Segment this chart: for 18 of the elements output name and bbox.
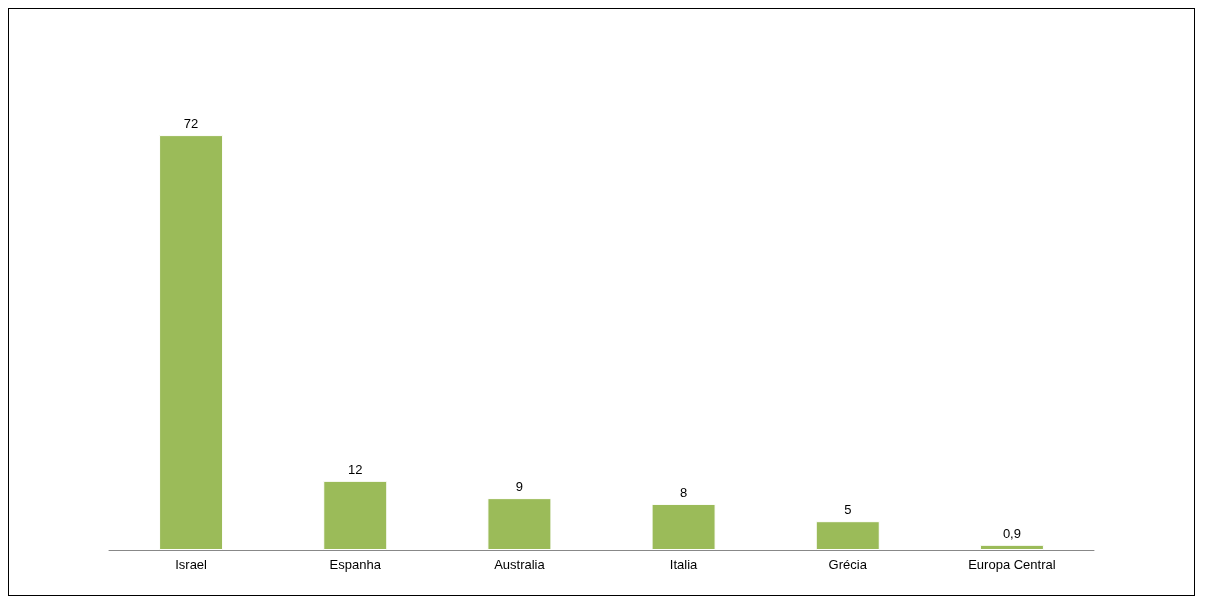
data-label: 72 bbox=[183, 116, 199, 132]
data-label: 5 bbox=[844, 502, 852, 518]
x-tick-label: Italia bbox=[669, 557, 699, 572]
x-tick-label: Europa Central bbox=[968, 557, 1056, 572]
x-tick-label: Espanha bbox=[329, 557, 382, 572]
bar bbox=[979, 544, 1044, 550]
bar bbox=[815, 521, 880, 550]
data-label: 9 bbox=[515, 479, 524, 495]
data-label: 12 bbox=[348, 461, 363, 477]
bar bbox=[159, 135, 224, 550]
x-tick-label: Australia bbox=[494, 557, 546, 572]
x-tick-label: Grécia bbox=[828, 557, 868, 572]
bar bbox=[651, 503, 716, 550]
data-label: 8 bbox=[679, 484, 688, 500]
x-tick-label: Israel bbox=[175, 557, 208, 572]
data-label: 0,9 bbox=[1002, 525, 1021, 541]
bar bbox=[323, 480, 388, 550]
bar bbox=[487, 498, 552, 550]
